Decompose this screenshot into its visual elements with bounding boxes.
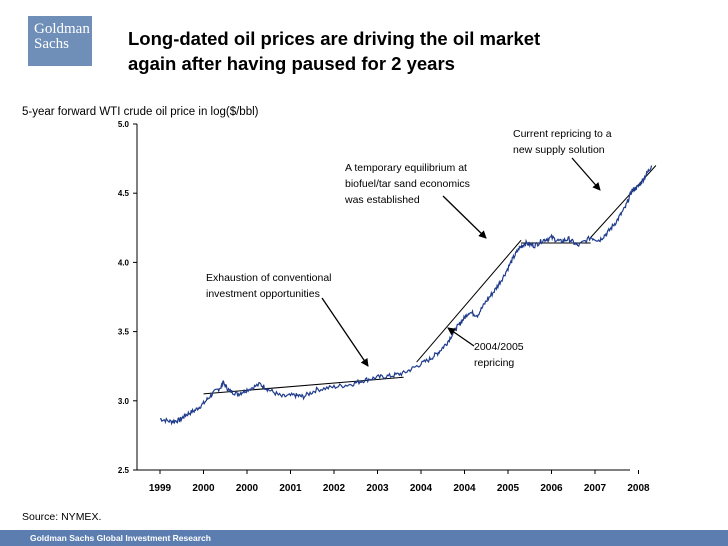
series-line-5y-forward-wti [159, 165, 653, 426]
annotation-arrow [321, 297, 369, 367]
slide-title: Long-dated oil prices are driving the oi… [128, 26, 688, 76]
annotation-arrow [571, 157, 601, 191]
y-tick-label: 4.5 [118, 189, 130, 198]
x-tick-label: 1999 [149, 483, 172, 494]
y-tick-label: 5.0 [118, 120, 130, 129]
slide-title-line-2: again after having paused for 2 years [128, 53, 455, 74]
y-tick-label: 4.0 [118, 258, 130, 267]
trend-line [416, 239, 522, 363]
trend-line [203, 376, 404, 395]
y-tick-label: 2.5 [118, 466, 130, 475]
annotation-arrow [442, 195, 487, 239]
x-tick-label: 2007 [584, 483, 607, 494]
x-tick-label: 2004 [410, 483, 433, 494]
goldman-sachs-logo: Goldman Sachs [28, 16, 92, 66]
x-tick-label: 2004 [453, 483, 476, 494]
x-tick-label: 2008 [627, 483, 650, 494]
logo-line-1: Goldman [34, 21, 90, 37]
annotation-2004-2005-repricing: 2004/2005 repricing [474, 341, 524, 369]
x-tick-label: 2003 [366, 483, 389, 494]
slide-title-line-1: Long-dated oil prices are driving the oi… [128, 28, 541, 49]
x-tick-label: 2006 [540, 483, 563, 494]
footer-bar: Goldman Sachs Global Investment Research [0, 530, 728, 546]
annotation-temporary-equilibrium: A temporary equilibrium at biofuel/tar s… [345, 162, 470, 206]
source-note: Source: NYMEX. [22, 511, 102, 523]
x-tick-label: 2000 [192, 483, 215, 494]
chart-title: 5-year forward WTI crude oil price in lo… [22, 106, 259, 118]
logo-line-2: Sachs [34, 36, 69, 52]
annotation-exhaustion: Exhaustion of conventional investment op… [206, 272, 332, 300]
x-tick-label: 2001 [279, 483, 302, 494]
x-tick-label: 2002 [323, 483, 346, 494]
y-tick-label: 3.0 [118, 397, 130, 406]
x-tick-label: 2000 [236, 483, 259, 494]
annotation-arrow [447, 327, 475, 347]
annotation-current-repricing: Current repricing to a new supply soluti… [513, 128, 612, 156]
x-tick-label: 2005 [497, 483, 520, 494]
y-tick-label: 3.5 [118, 328, 130, 337]
